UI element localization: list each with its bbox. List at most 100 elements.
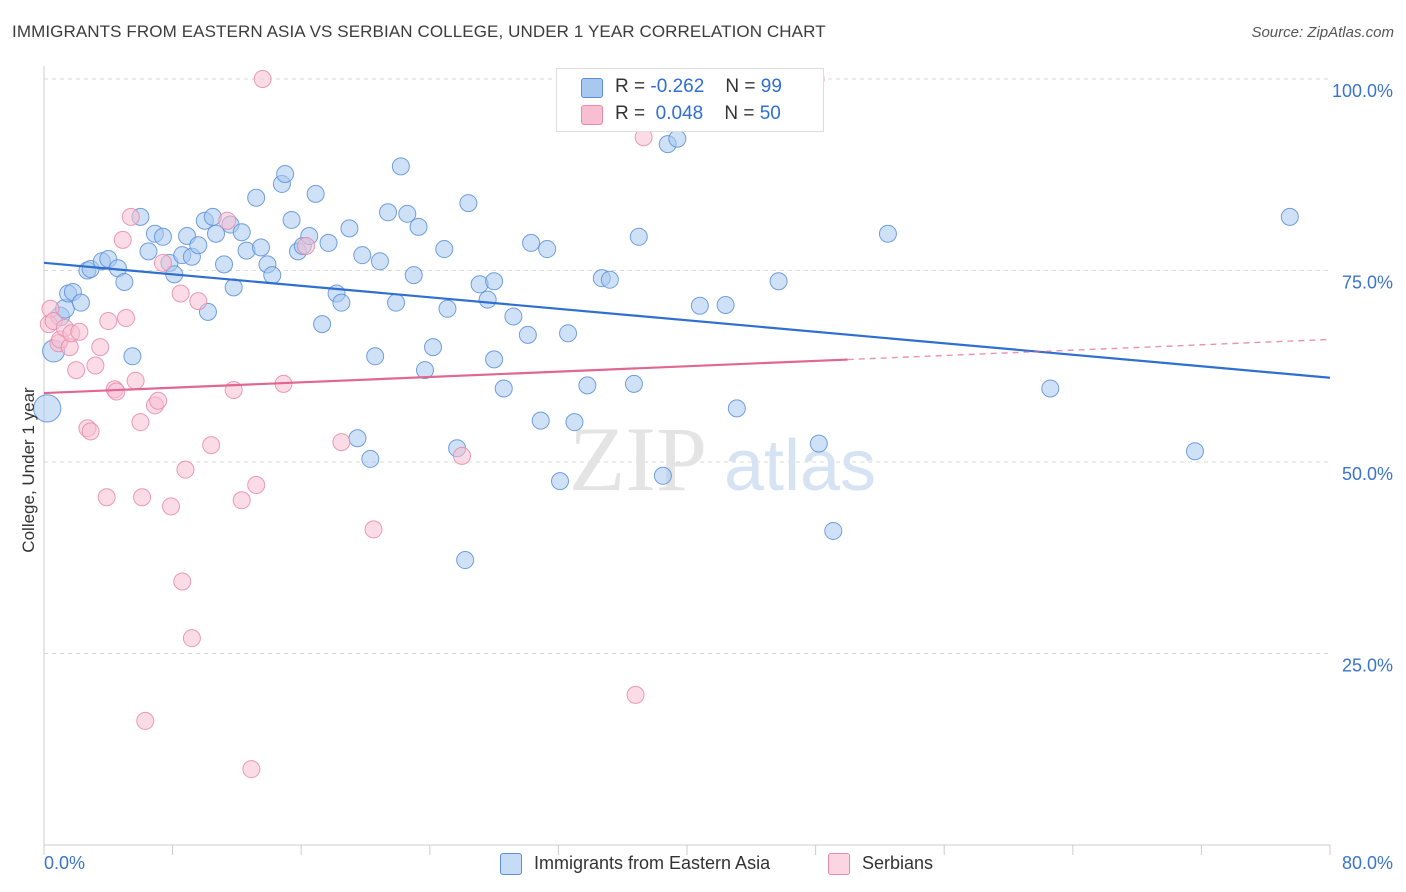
data-point bbox=[121, 207, 140, 226]
data-point bbox=[438, 299, 457, 318]
data-point bbox=[253, 70, 272, 88]
data-point bbox=[306, 184, 325, 203]
data-point bbox=[494, 379, 513, 398]
trend-line bbox=[43, 358, 848, 395]
data-point bbox=[624, 374, 643, 393]
data-point bbox=[415, 361, 434, 380]
data-point bbox=[1185, 442, 1204, 461]
data-point bbox=[153, 253, 172, 272]
data-point bbox=[153, 227, 172, 246]
legend-label-serbians: Serbians bbox=[862, 853, 934, 873]
data-point bbox=[189, 292, 208, 311]
data-point bbox=[653, 466, 672, 485]
data-point bbox=[33, 394, 62, 423]
data-point bbox=[1041, 379, 1060, 398]
data-point bbox=[629, 227, 648, 246]
data-point bbox=[340, 219, 359, 238]
r-label: R = bbox=[615, 103, 646, 124]
data-point bbox=[332, 433, 351, 452]
data-point bbox=[716, 295, 735, 314]
trend-line-extension bbox=[847, 338, 1331, 361]
stats-legend: R = -0.262 N = 99 R = 0.048 N = 50 bbox=[556, 68, 824, 132]
data-point bbox=[452, 446, 471, 465]
y-tick-label: 50.0% bbox=[1342, 464, 1393, 484]
data-point bbox=[409, 217, 428, 236]
data-point bbox=[578, 376, 597, 395]
data-point bbox=[161, 497, 180, 516]
data-point bbox=[531, 411, 550, 430]
watermark: ZIP atlas bbox=[569, 408, 876, 510]
data-point bbox=[131, 413, 150, 432]
series-serbians bbox=[39, 70, 825, 779]
data-point bbox=[518, 325, 537, 344]
data-point bbox=[113, 230, 132, 249]
data-point bbox=[379, 203, 398, 222]
data-point bbox=[353, 246, 372, 265]
swatch-eastern-asia bbox=[581, 78, 603, 98]
data-point bbox=[247, 475, 266, 494]
data-point bbox=[70, 322, 89, 341]
y-tick-labels: 100.0% 75.0% 50.0% 25.0% bbox=[1332, 81, 1393, 676]
data-point bbox=[370, 252, 389, 271]
data-point bbox=[387, 293, 406, 312]
r-value: -0.262 bbox=[650, 76, 705, 97]
data-point bbox=[559, 324, 578, 343]
r-label: R = bbox=[615, 76, 646, 97]
data-point bbox=[215, 255, 234, 274]
data-point bbox=[136, 711, 155, 730]
data-point bbox=[366, 347, 385, 366]
trend-line bbox=[43, 261, 1331, 379]
series-legend: Immigrants from Eastern Asia Serbians bbox=[0, 852, 1406, 878]
data-point bbox=[242, 760, 261, 779]
data-point bbox=[171, 284, 190, 303]
data-point bbox=[456, 551, 475, 570]
data-point bbox=[478, 290, 497, 309]
data-point bbox=[313, 315, 332, 334]
data-point bbox=[182, 629, 201, 648]
data-point bbox=[769, 272, 788, 291]
data-point bbox=[81, 422, 100, 441]
data-point bbox=[485, 272, 504, 291]
data-point bbox=[319, 233, 338, 252]
watermark-atlas: atlas bbox=[724, 426, 876, 506]
data-point bbox=[878, 224, 897, 243]
data-point bbox=[565, 413, 584, 432]
axes bbox=[43, 66, 1331, 855]
x-tick-label: 80.0% bbox=[1342, 853, 1393, 873]
data-point bbox=[232, 491, 251, 510]
data-point bbox=[485, 350, 504, 369]
n-value: 50 bbox=[759, 103, 781, 124]
data-point bbox=[107, 382, 126, 401]
r-value: 0.048 bbox=[655, 103, 704, 124]
data-point bbox=[538, 240, 557, 259]
data-point bbox=[361, 449, 380, 468]
legend-swatch-serbians bbox=[828, 853, 850, 875]
legend-swatch-eastern-asia bbox=[500, 853, 522, 875]
data-point bbox=[364, 520, 383, 539]
n-label: N = bbox=[724, 103, 755, 124]
data-point bbox=[522, 233, 541, 252]
data-point bbox=[173, 572, 192, 591]
data-point bbox=[252, 238, 271, 257]
data-point bbox=[86, 356, 105, 375]
data-point bbox=[727, 399, 746, 418]
data-point bbox=[189, 236, 208, 255]
data-point bbox=[404, 266, 423, 285]
y-tick-label: 100.0% bbox=[1332, 81, 1393, 101]
data-point bbox=[71, 293, 90, 312]
data-point bbox=[435, 240, 454, 259]
data-point bbox=[218, 211, 237, 230]
data-point bbox=[809, 434, 828, 453]
source-credit: Source: ZipAtlas.com bbox=[1251, 24, 1394, 41]
x-tick-labels: 0.0% 80.0% bbox=[44, 853, 1393, 873]
data-point bbox=[398, 204, 417, 223]
data-point bbox=[126, 371, 145, 390]
chart-title: IMMIGRANTS FROM EASTERN ASIA VS SERBIAN … bbox=[12, 22, 826, 41]
data-point bbox=[824, 521, 843, 540]
trend-lines bbox=[43, 261, 1331, 395]
data-point bbox=[207, 224, 226, 243]
data-point bbox=[91, 338, 110, 357]
n-label: N = bbox=[725, 76, 756, 97]
legend-label-eastern-asia: Immigrants from Eastern Asia bbox=[534, 853, 771, 873]
